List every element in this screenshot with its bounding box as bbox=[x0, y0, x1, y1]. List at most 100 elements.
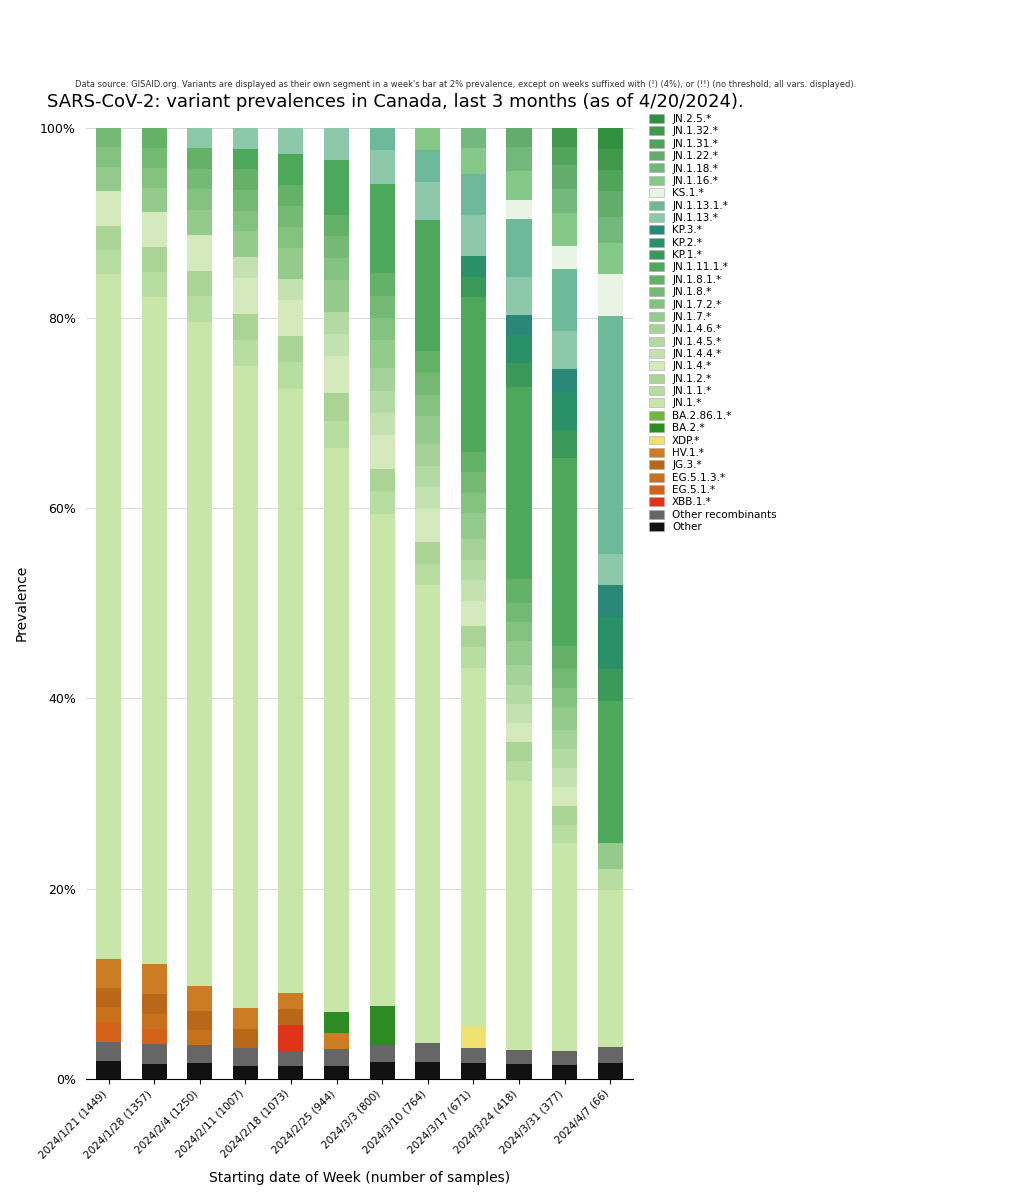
Bar bbox=[597, 217, 623, 244]
Bar bbox=[597, 317, 623, 554]
Bar bbox=[507, 743, 531, 762]
Bar bbox=[370, 295, 395, 318]
Bar bbox=[552, 707, 577, 731]
Bar bbox=[415, 509, 440, 541]
Bar bbox=[415, 564, 440, 586]
Bar bbox=[597, 670, 623, 701]
Bar bbox=[597, 869, 623, 890]
Bar bbox=[597, 554, 623, 586]
Bar bbox=[552, 787, 577, 805]
Bar bbox=[507, 684, 531, 703]
Bar bbox=[415, 466, 440, 487]
Bar bbox=[461, 451, 486, 473]
Bar bbox=[324, 1033, 350, 1050]
Bar bbox=[279, 227, 303, 247]
Bar bbox=[552, 731, 577, 749]
Bar bbox=[370, 1045, 395, 1062]
Bar bbox=[187, 1012, 212, 1030]
Bar bbox=[461, 257, 486, 277]
Bar bbox=[415, 373, 440, 395]
Bar bbox=[232, 232, 258, 257]
Bar bbox=[415, 150, 440, 182]
Bar bbox=[96, 167, 121, 191]
Bar bbox=[232, 314, 258, 340]
Bar bbox=[232, 1030, 258, 1048]
Bar bbox=[96, 275, 121, 959]
Bar bbox=[142, 272, 167, 298]
Bar bbox=[324, 280, 350, 312]
Bar bbox=[461, 667, 486, 1027]
Bar bbox=[552, 166, 577, 190]
Bar bbox=[552, 768, 577, 787]
Bar bbox=[597, 191, 623, 217]
Bar bbox=[507, 335, 531, 364]
Bar bbox=[415, 352, 440, 373]
Bar bbox=[279, 154, 303, 185]
Bar bbox=[370, 469, 395, 492]
Bar bbox=[552, 805, 577, 824]
Bar bbox=[279, 1050, 303, 1067]
Bar bbox=[324, 448, 350, 1012]
Bar bbox=[370, 492, 395, 514]
Bar bbox=[96, 1008, 121, 1022]
Bar bbox=[597, 844, 623, 869]
Bar bbox=[96, 191, 121, 226]
Bar bbox=[279, 389, 303, 994]
Bar bbox=[142, 298, 167, 965]
Bar bbox=[461, 514, 486, 539]
Bar bbox=[461, 559, 486, 580]
Bar bbox=[415, 586, 440, 1043]
Bar bbox=[415, 1062, 440, 1079]
Bar bbox=[461, 647, 486, 667]
Bar bbox=[370, 413, 395, 436]
Bar bbox=[370, 368, 395, 391]
Bar bbox=[597, 275, 623, 317]
Legend: JN.2.5.*, JN.1.32.*, JN.1.31.*, JN.1.22.*, JN.1.18.*, JN.1.16.*, KS.1.*, JN.1.13: JN.2.5.*, JN.1.32.*, JN.1.31.*, JN.1.22.… bbox=[649, 114, 777, 532]
Bar bbox=[279, 247, 303, 280]
Bar bbox=[187, 1030, 212, 1045]
Bar bbox=[552, 246, 577, 269]
Bar bbox=[552, 1064, 577, 1079]
Bar bbox=[507, 148, 531, 172]
Bar bbox=[324, 215, 350, 236]
Bar bbox=[552, 824, 577, 844]
Bar bbox=[507, 1064, 531, 1079]
Bar bbox=[370, 1006, 395, 1045]
Bar bbox=[552, 1050, 577, 1064]
Bar bbox=[142, 168, 167, 187]
Bar bbox=[142, 1028, 167, 1044]
Bar bbox=[142, 247, 167, 272]
Bar bbox=[370, 184, 395, 274]
Bar bbox=[187, 1045, 212, 1063]
Bar bbox=[324, 334, 350, 355]
Bar bbox=[324, 1012, 350, 1033]
Bar bbox=[142, 1014, 167, 1028]
Bar bbox=[461, 1027, 486, 1048]
Bar bbox=[187, 169, 212, 190]
Bar bbox=[507, 622, 531, 641]
Bar bbox=[370, 391, 395, 413]
Bar bbox=[597, 890, 623, 1048]
Bar bbox=[232, 190, 258, 211]
Bar bbox=[324, 1050, 350, 1066]
Bar bbox=[415, 444, 440, 466]
Bar bbox=[507, 128, 531, 148]
Bar bbox=[279, 994, 303, 1009]
Bar bbox=[187, 322, 212, 986]
Bar bbox=[552, 190, 577, 212]
Bar bbox=[461, 215, 486, 257]
Bar bbox=[279, 1025, 303, 1050]
Bar bbox=[507, 781, 531, 1050]
Bar bbox=[187, 128, 212, 149]
Bar bbox=[279, 300, 303, 336]
Bar bbox=[96, 128, 121, 148]
Bar bbox=[324, 161, 350, 215]
Bar bbox=[597, 617, 623, 670]
Text: SARS-CoV-2: variant prevalences in Canada, last 3 months (as of 4/20/2024).: SARS-CoV-2: variant prevalences in Canad… bbox=[47, 92, 744, 110]
Bar bbox=[597, 169, 623, 191]
Bar bbox=[552, 646, 577, 670]
Bar bbox=[370, 128, 395, 150]
Bar bbox=[232, 366, 258, 1008]
Bar bbox=[461, 174, 486, 215]
Bar bbox=[279, 280, 303, 300]
